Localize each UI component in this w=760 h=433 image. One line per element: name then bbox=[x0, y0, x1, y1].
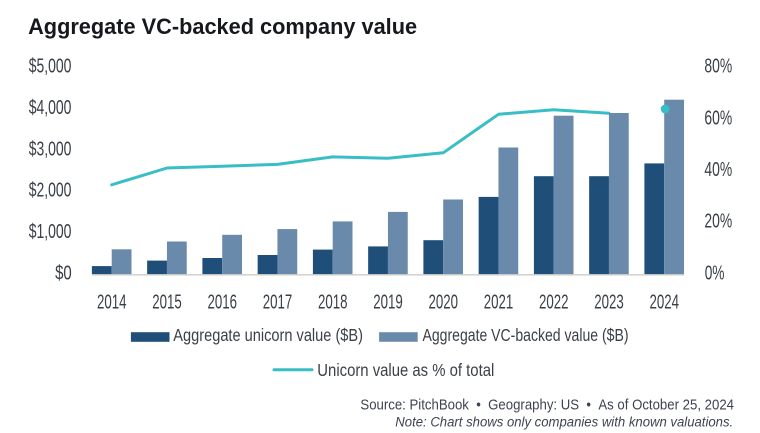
svg-text:Aggregate unicorn value ($B): Aggregate unicorn value ($B) bbox=[173, 325, 363, 345]
svg-text:2022: 2022 bbox=[539, 292, 569, 314]
svg-text:2023: 2023 bbox=[594, 292, 624, 314]
svg-text:$1,000: $1,000 bbox=[29, 221, 72, 243]
svg-text:$0: $0 bbox=[55, 262, 72, 284]
svg-text:$3,000: $3,000 bbox=[29, 138, 72, 160]
svg-text:Source: PitchBook • Geograph: Source: PitchBook • Geography: US • As o… bbox=[360, 398, 734, 414]
svg-text:$5,000: $5,000 bbox=[29, 56, 72, 78]
svg-text:40%: 40% bbox=[704, 159, 732, 181]
svg-text:60%: 60% bbox=[704, 107, 732, 129]
svg-text:$2,000: $2,000 bbox=[29, 180, 72, 202]
svg-text:80%: 80% bbox=[704, 56, 732, 78]
svg-text:2024: 2024 bbox=[649, 292, 679, 314]
svg-text:2021: 2021 bbox=[484, 292, 514, 314]
svg-text:Note: Chart shows only compani: Note: Chart shows only companies with kn… bbox=[395, 413, 733, 429]
svg-text:2016: 2016 bbox=[207, 292, 237, 314]
svg-text:2015: 2015 bbox=[152, 292, 182, 314]
svg-text:20%: 20% bbox=[704, 211, 732, 233]
svg-text:2019: 2019 bbox=[373, 292, 403, 314]
svg-text:0%: 0% bbox=[705, 262, 725, 284]
svg-text:2017: 2017 bbox=[263, 292, 293, 314]
svg-text:2014: 2014 bbox=[97, 292, 127, 314]
svg-text:Unicorn value as % of total: Unicorn value as % of total bbox=[317, 360, 494, 380]
svg-text:$4,000: $4,000 bbox=[29, 97, 72, 119]
svg-text:2020: 2020 bbox=[428, 292, 458, 314]
svg-text:Aggregate VC-backed value ($B): Aggregate VC-backed value ($B) bbox=[423, 325, 629, 345]
svg-text:Aggregate VC-backed company va: Aggregate VC-backed company value bbox=[28, 14, 417, 39]
svg-text:2018: 2018 bbox=[318, 292, 348, 314]
